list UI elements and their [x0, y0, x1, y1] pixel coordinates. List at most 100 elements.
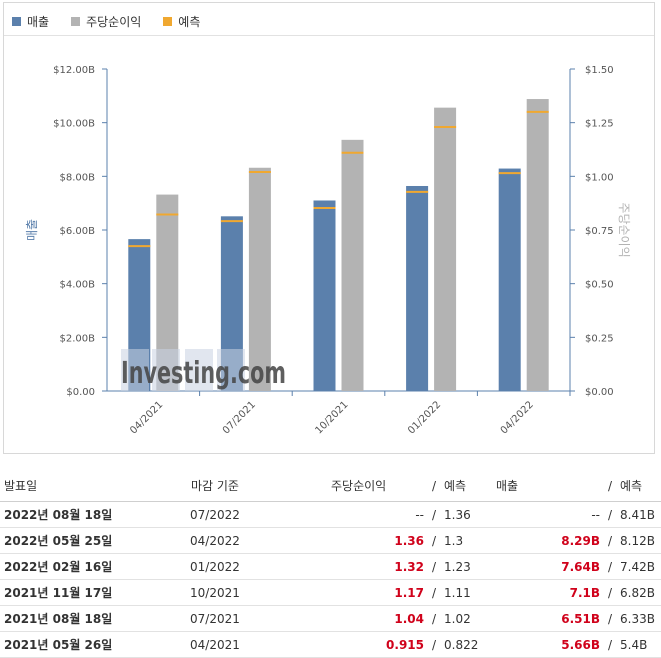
header-date[interactable]: 발표일 [0, 470, 190, 502]
cell-revenue: 7.64B [495, 553, 601, 580]
cell-revenue-forecast: 7.42B [619, 553, 661, 580]
cell-eps-forecast: 1.23 [443, 553, 495, 580]
y-tick-right-label: $0.75 [585, 226, 614, 237]
header-period[interactable]: 마감 기준 [190, 470, 330, 502]
y-tick-right-label: $0.50 [585, 280, 614, 291]
cell-period: 07/2021 [190, 605, 330, 632]
earnings-table: 발표일 마감 기준 주당순이익 / 예측 매출 / 예측 2022년 08월 1… [0, 470, 661, 658]
y-tick-left-label: $10.00B [53, 119, 95, 130]
y-tick-left-label: $6.00B [60, 226, 96, 237]
legend-label-eps: 주당순이익 [86, 14, 142, 29]
y-tick-left-label: $4.00B [60, 280, 96, 291]
legend-item-revenue[interactable]: 매출 [12, 13, 49, 30]
cell-period: 04/2021 [190, 631, 330, 658]
x-tick-label: 04/2022 [499, 399, 536, 436]
table-row: 2022년 05월 25일 04/2022 1.36/1.3 8.29B/8.12B [0, 527, 661, 554]
cell-period: 10/2021 [190, 579, 330, 606]
cell-eps-forecast: 1.3 [443, 527, 495, 554]
cell-date: 2022년 02월 16일 [0, 553, 190, 580]
cell-date: 2022년 05월 25일 [0, 527, 190, 554]
bar-eps [434, 107, 457, 391]
cell-eps: 1.17 [330, 579, 425, 606]
cell-eps-forecast: 1.36 [443, 501, 495, 528]
cell-revenue-forecast: 8.41B [619, 501, 661, 528]
cell-eps-slash: / [425, 527, 443, 554]
cell-period: 07/2022 [190, 501, 330, 528]
cell-revenue: -- [495, 501, 601, 528]
cell-eps-slash: / [425, 553, 443, 580]
legend-swatch-forecast [163, 16, 173, 26]
cell-revenue: 8.29B [495, 527, 601, 554]
cell-eps: 1.04 [330, 605, 425, 632]
y-tick-right-label: $1.00 [585, 172, 614, 183]
watermark-logo: Investing.com [121, 349, 286, 391]
x-tick-label: 07/2021 [221, 399, 258, 436]
cell-revenue-forecast: 6.33B [619, 605, 661, 632]
cell-eps-forecast: 1.02 [443, 605, 495, 632]
y-tick-left-label: $0.00 [66, 387, 95, 398]
watermark-text: Investing.com [121, 356, 286, 391]
y-tick-left-label: $12.00B [53, 65, 95, 76]
legend-item-eps[interactable]: 주당순이익 [71, 13, 141, 30]
bar-eps [526, 99, 549, 391]
y-axis-left-title: 매출 [25, 219, 39, 241]
bar-eps [156, 194, 179, 391]
legend-swatch-eps [71, 16, 81, 26]
header-revenue[interactable]: 매출 [495, 470, 601, 502]
cell-revenue: 7.1B [495, 579, 601, 606]
cell-eps: -- [330, 501, 425, 528]
cell-revenue-slash: / [601, 605, 619, 632]
cell-revenue-slash: / [601, 631, 619, 658]
legend-label-forecast: 예측 [178, 14, 201, 29]
table-row: 2021년 05월 26일 04/2021 0.915/0.822 5.66B/5.4… [0, 631, 661, 658]
header-eps-forecast[interactable]: 예측 [443, 470, 495, 502]
bar-revenue [220, 216, 243, 391]
cell-revenue-slash: / [601, 579, 619, 606]
y-tick-right-label: $0.25 [585, 333, 614, 344]
y-tick-right-label: $1.25 [585, 119, 614, 130]
header-revenue-forecast[interactable]: 예측 [619, 470, 661, 502]
chart-legend: 매출 주당순이익 예측 [12, 12, 222, 30]
y-tick-left-label: $2.00B [60, 333, 96, 344]
cell-revenue-forecast: 8.12B [619, 527, 661, 554]
x-tick-label: 01/2022 [406, 399, 443, 436]
cell-eps-forecast: 0.822 [443, 631, 495, 658]
cell-date: 2022년 08월 18일 [0, 501, 190, 528]
y-tick-right-label: $0.00 [585, 387, 614, 398]
legend-label-revenue: 매출 [27, 14, 50, 29]
cell-revenue-forecast: 6.82B [619, 579, 661, 606]
cell-revenue-slash: / [601, 527, 619, 554]
cell-eps-slash: / [425, 501, 443, 528]
table-row: 2021년 08월 18일 07/2021 1.04/1.02 6.51B/6.33B [0, 605, 661, 632]
cell-eps-slash: / [425, 579, 443, 606]
header-eps[interactable]: 주당순이익 [330, 470, 425, 502]
cell-eps: 1.32 [330, 553, 425, 580]
cell-eps-slash: / [425, 605, 443, 632]
cell-revenue-forecast: 5.4B [619, 631, 661, 658]
cell-revenue: 6.51B [495, 605, 601, 632]
table-row: 2022년 02월 16일 01/2022 1.32/1.23 7.64B/7.42B [0, 553, 661, 580]
table-row: 2022년 08월 18일 07/2022 --/1.36 --/8.41B [0, 501, 661, 528]
bar-revenue [313, 200, 336, 391]
cell-eps: 1.36 [330, 527, 425, 554]
bar-eps [341, 139, 364, 391]
bar-revenue [498, 168, 521, 391]
bar-revenue [406, 185, 429, 391]
table-row: 2021년 11월 17일 10/2021 1.17/1.11 7.1B/6.82B [0, 579, 661, 606]
cell-period: 01/2022 [190, 553, 330, 580]
cell-revenue: 5.66B [495, 631, 601, 658]
cell-eps-slash: / [425, 631, 443, 658]
x-tick-label: 10/2021 [313, 399, 350, 436]
chart-svg: $0.00 $2.00B $4.00B $6.00B $8.00B $10.00B $12.… [25, 65, 631, 436]
watermark-block [185, 349, 213, 391]
legend-item-forecast[interactable]: 예측 [163, 13, 200, 30]
y-tick-left-label: $8.00B [60, 172, 96, 183]
y-tick-right-label: $1.50 [585, 65, 614, 76]
watermark-block [121, 349, 149, 391]
legend-divider [4, 35, 654, 36]
header-eps-slash: / [425, 470, 443, 502]
y-axis-right-title: 주당순이익 [617, 202, 631, 257]
cell-revenue-slash: / [601, 553, 619, 580]
x-tick-label: 04/2021 [128, 399, 165, 436]
cell-eps-forecast: 1.11 [443, 579, 495, 606]
